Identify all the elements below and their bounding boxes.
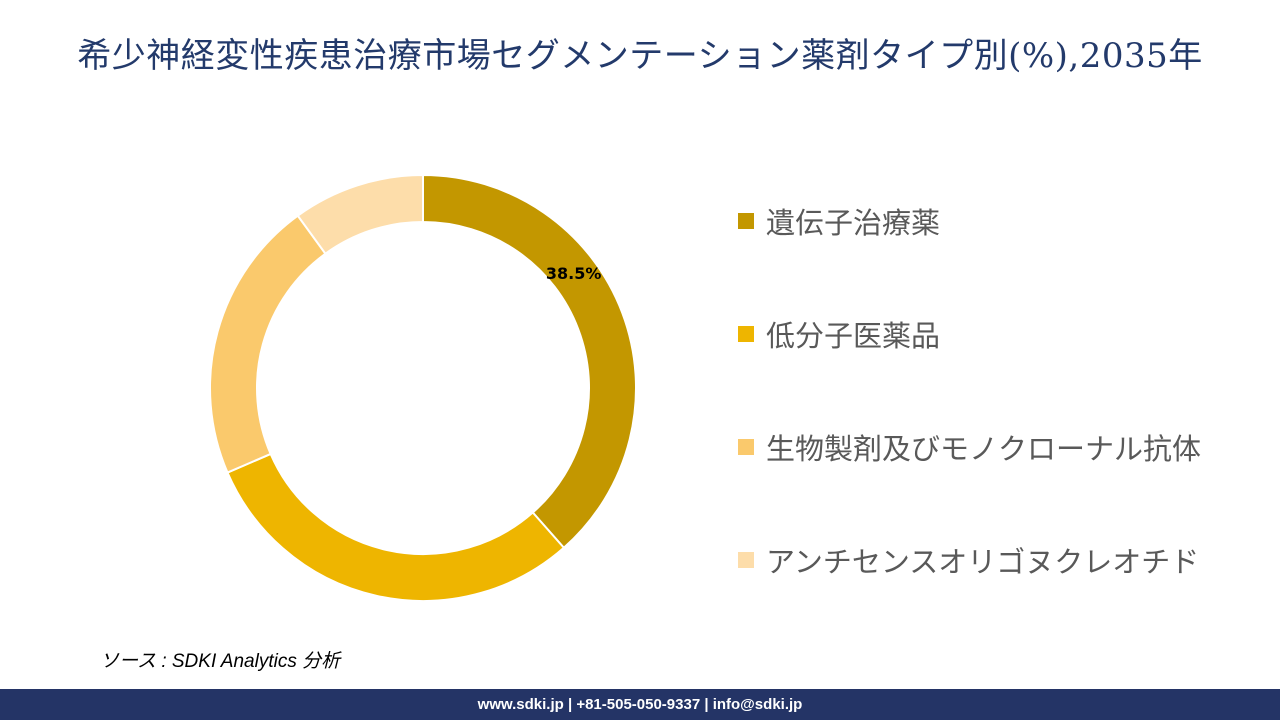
donut-slice-biologics [209,214,327,474]
legend-label-small-molecule: 低分子医薬品 [766,319,941,353]
source-note: ソース : SDKI Analytics 分析 [100,651,341,672]
footer-bar: www.sdki.jp | +81-505-050-9337 | info@sd… [0,689,1280,720]
legend-label-antisense: アンチセンスオリゴヌクレオチド [766,545,1200,579]
legend-item-biologics: 生物製剤及びモノクローナル抗体 [738,426,1201,468]
legend-swatch-small-molecule [738,326,754,342]
donut-slice-antisense [296,173,424,256]
legend-label-gene-therapy: 遺伝子治療薬 [766,206,941,240]
donut-slice-gene-therapy [422,173,637,550]
chart-legend: 遺伝子治療薬 低分子医薬品 生物製剤及びモノクローナル抗体 アンチセンスオリゴヌ… [738,0,1278,720]
legend-item-small-molecule: 低分子医薬品 [738,313,940,355]
legend-swatch-biologics [738,439,754,455]
data-label-gene-therapy: 38.5% [546,264,602,283]
legend-item-antisense: アンチセンスオリゴヌクレオチド [738,539,1199,581]
legend-item-gene-therapy: 遺伝子治療薬 [738,200,940,242]
legend-label-biologics: 生物製剤及びモノクローナル抗体 [766,432,1202,466]
chart-title: 希少神経変性疾患治療市場セグメンテーション薬剤タイプ別(%),2035年 [77,36,1203,76]
legend-swatch-gene-therapy [738,213,754,229]
donut-chart: 38.5% [209,173,637,602]
donut-slice-small-molecule [226,452,566,602]
legend-swatch-antisense [738,552,754,568]
